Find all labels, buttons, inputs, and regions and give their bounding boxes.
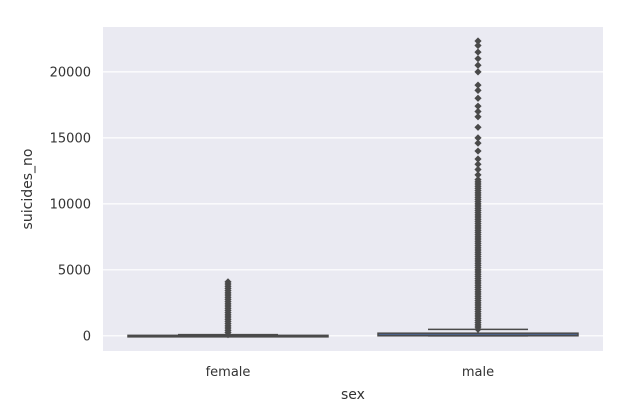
y-tick-label: 10000	[50, 197, 91, 212]
plot-area-background	[103, 27, 603, 351]
y-tick-labels: 0 5000 10000 15000 20000	[50, 65, 91, 344]
outlier-point	[474, 165, 482, 174]
outlier-point	[474, 160, 482, 168]
outlier-point	[474, 147, 482, 155]
outlier-point	[474, 68, 482, 76]
x-axis-label: sex	[341, 387, 365, 403]
outlier-point	[474, 102, 482, 110]
y-tick-label: 5000	[58, 263, 91, 278]
box-female	[127, 278, 329, 339]
outlier-point	[224, 278, 232, 286]
outlier-point	[474, 176, 482, 184]
y-tick-label: 0	[83, 329, 91, 344]
outlier-point	[474, 37, 482, 45]
outlier-point	[474, 113, 482, 121]
outlier-point	[474, 139, 482, 147]
y-axis-label: suicides_no	[20, 149, 36, 230]
outlier-point	[474, 94, 482, 102]
outlier-point	[474, 41, 482, 50]
outlier-point	[474, 55, 482, 63]
y-tick-label: 15000	[50, 131, 91, 146]
x-tick-labels: female male	[206, 365, 495, 380]
y-tick-label: 20000	[50, 65, 91, 80]
x-tick-label: male	[462, 365, 494, 380]
x-tick-label: female	[206, 365, 251, 380]
outlier-point	[474, 123, 482, 131]
outlier-point	[474, 61, 482, 69]
outlier-point	[474, 155, 482, 163]
box-male	[377, 37, 579, 337]
outlier-point	[474, 48, 482, 56]
outlier-point	[474, 81, 482, 89]
outlier-point	[474, 86, 482, 94]
outlier-point	[474, 134, 482, 142]
outlier-point	[474, 171, 482, 179]
boxes-group	[127, 37, 579, 339]
outlier-point	[474, 107, 482, 116]
